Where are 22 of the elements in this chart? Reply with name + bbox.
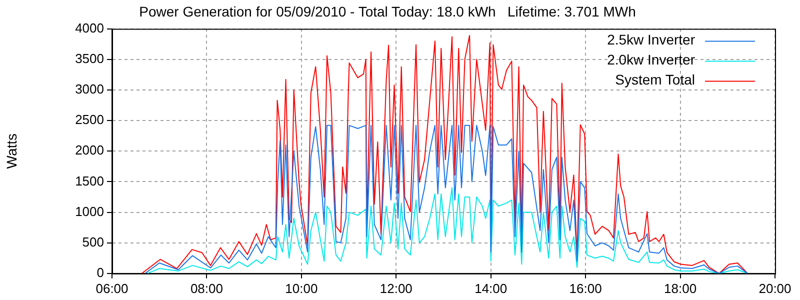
chart-title: Power Generation for 05/09/2010 - Total Today: 18.0 kWh Lifetime: 3.701 MWh [139, 3, 636, 20]
y-tick-label: 1500 [75, 173, 104, 188]
x-tick-label: 20:00 [758, 280, 792, 296]
y-tick-label: 2000 [75, 142, 104, 158]
y-axis-title: Watts [3, 133, 20, 169]
x-tick-label: 18:00 [664, 280, 697, 296]
x-tick-label: 14:00 [474, 280, 508, 296]
x-tick-label: 10:00 [285, 280, 318, 296]
x-tick-label: 12:00 [380, 280, 412, 296]
y-tick-label: 3500 [75, 50, 104, 66]
y-tick-label: 2500 [75, 112, 104, 128]
legend-label: 2.5kw Inverter [607, 32, 696, 48]
y-tick-label: 500 [82, 234, 104, 250]
y-tick-label: 3000 [75, 82, 104, 97]
x-tick-label: 08:00 [190, 280, 223, 296]
legend-label: 2.0kw Inverter [607, 52, 696, 68]
legend-label: System Total [615, 72, 695, 88]
y-tick-label: 1000 [75, 204, 104, 219]
x-tick-label: 16:00 [569, 280, 602, 296]
y-tick-label: 0 [96, 264, 104, 280]
x-tick-label: 06:00 [96, 280, 128, 296]
y-tick-label: 4000 [75, 20, 104, 36]
